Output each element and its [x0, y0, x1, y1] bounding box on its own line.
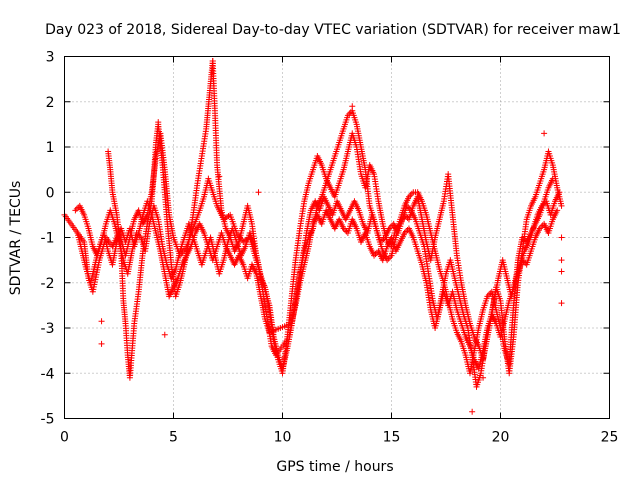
chart-title: Day 023 of 2018, Sidereal Day-to-day VTE…	[45, 22, 621, 38]
y-axis-label: SDTVAR / TECUs	[8, 181, 24, 296]
data-point-isolated	[480, 374, 487, 381]
data-point-isolated	[155, 119, 162, 126]
data-point-track-a	[408, 190, 415, 197]
y-tick-labels: -5 -4 -3 -2 -1 0 1 2 3	[41, 50, 55, 428]
data-point-isolated	[161, 331, 168, 338]
y-tick-label: 1	[46, 140, 55, 156]
data-point-isolated	[469, 408, 476, 415]
data-point-isolated	[349, 103, 356, 110]
data-point-track-b	[558, 202, 565, 209]
data-point-isolated	[209, 58, 216, 65]
x-tick-label: 25	[601, 430, 619, 446]
data-point-track-c	[556, 189, 563, 196]
data-point-track-c	[73, 205, 80, 212]
data-point-isolated	[98, 340, 105, 347]
data-point-isolated	[98, 318, 105, 325]
x-tick-label: 5	[169, 430, 178, 446]
y-tick-label: -4	[41, 366, 55, 382]
data-points	[61, 58, 565, 415]
y-tick-label: -1	[41, 231, 55, 247]
y-tick-label: 2	[46, 95, 55, 111]
data-point-track-c	[72, 207, 79, 214]
data-point-isolated	[558, 234, 565, 241]
data-point-isolated	[541, 130, 548, 137]
data-point-isolated	[558, 257, 565, 264]
y-tick-label: 3	[46, 50, 55, 66]
x-tick-label: 10	[274, 430, 292, 446]
y-tick-label: 0	[46, 185, 55, 201]
y-tick-label: -2	[41, 276, 55, 292]
data-point-isolated	[255, 189, 262, 196]
data-point-isolated	[558, 268, 565, 275]
x-tick-label: 15	[383, 430, 401, 446]
x-tick-label: 0	[60, 430, 69, 446]
x-tick-label: 20	[492, 430, 510, 446]
y-tick-label: -3	[41, 321, 55, 337]
data-point-isolated	[216, 173, 223, 180]
y-tick-label: -5	[41, 412, 55, 428]
data-point-isolated	[558, 300, 565, 307]
x-tick-labels: 0 5 10 15 20 25	[60, 430, 618, 446]
data-point-track-d	[554, 207, 561, 214]
x-axis-label: GPS time / hours	[276, 459, 393, 475]
axis-ticks	[64, 56, 610, 419]
